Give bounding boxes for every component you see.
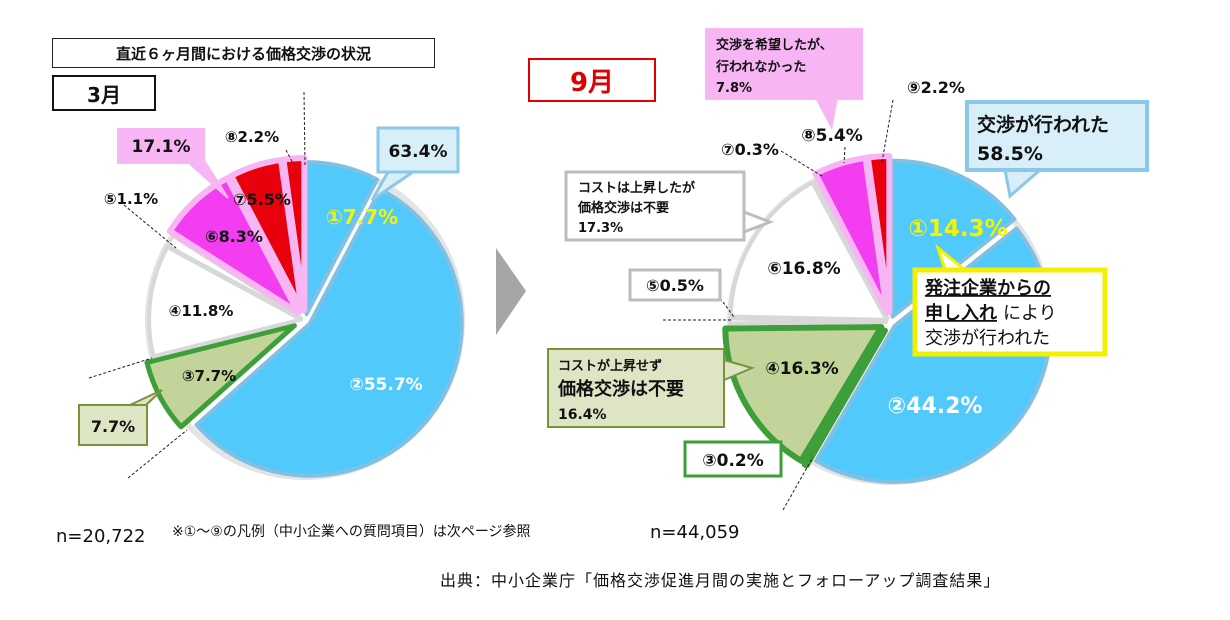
callout-text: 交渉が行われた bbox=[925, 328, 1050, 349]
callout-text: 発注企業からの bbox=[924, 277, 1051, 299]
pie-march-label-4: ④11.8% bbox=[169, 302, 234, 320]
legend-note: ※①～⑨の凡例（中小企業への質問項目）は次ページ参照 bbox=[172, 524, 531, 540]
callout-march-not-needed: 7.7% bbox=[78, 389, 163, 446]
pie-september-label-3: ③0.2% bbox=[702, 451, 764, 471]
callout-box bbox=[965, 100, 1149, 172]
pie-september-label-2: ②44.2% bbox=[888, 394, 983, 419]
callout-september-cost-up: コストは上昇したが 価格交渉は不要 17.3% bbox=[564, 170, 775, 242]
pie-march-slice-2 bbox=[194, 187, 464, 478]
transition-arrow bbox=[496, 248, 526, 335]
pie-march-label-7: ⑦5.5% bbox=[233, 190, 291, 209]
callout-text: 価格交渉は不要 bbox=[557, 378, 684, 400]
callout-box bbox=[705, 28, 863, 100]
september-label: 9月 bbox=[528, 58, 656, 102]
leader-line bbox=[303, 91, 306, 166]
sample-size-september: n=44,059 bbox=[650, 522, 740, 543]
callout-pointer bbox=[129, 389, 163, 406]
september-leader-lines bbox=[663, 99, 894, 511]
callout-box bbox=[376, 126, 460, 174]
callout-box bbox=[564, 170, 746, 242]
callout-september-negotiated: 交渉が行われた 58.5% bbox=[965, 100, 1149, 199]
callout-text: 交渉が行われた bbox=[977, 113, 1109, 136]
callout-text: 交渉を希望したが、 bbox=[716, 37, 833, 53]
callout-pointer bbox=[1003, 168, 1045, 199]
leader-line bbox=[123, 204, 177, 249]
pie-september-label-box-5 bbox=[628, 268, 722, 302]
callout-text: 58.5% bbox=[977, 143, 1043, 165]
pie-march-slice-8 bbox=[280, 155, 308, 314]
callout-text: 7.8% bbox=[716, 81, 752, 96]
pie-september-label-7: ⑦0.3% bbox=[721, 140, 779, 159]
leader-line bbox=[88, 357, 153, 379]
callout-september-wanted: 交渉を希望したが、 行われなかった 7.8% bbox=[705, 28, 863, 130]
callout-box bbox=[117, 128, 205, 164]
pie-march-label-1: ①7.7% bbox=[326, 205, 398, 229]
pie-march-slice-3 bbox=[144, 323, 297, 430]
callout-march-not-requested: 17.1% bbox=[117, 128, 229, 199]
pie-september-slice-4 bbox=[722, 323, 885, 464]
march-leader-lines bbox=[88, 91, 306, 479]
pie-september-label-9: ⑨2.2% bbox=[907, 78, 965, 97]
pie-march-label-3: ③7.7% bbox=[182, 367, 236, 385]
pie-september-label-8: ⑧5.4% bbox=[801, 126, 863, 146]
callout-text: 価格交渉は不要 bbox=[577, 200, 669, 216]
source-citation: 出典：中小企業庁「価格交渉促進月間の実施とフォローアップ調査結果」 bbox=[440, 571, 1001, 590]
pie-march-label-5: ⑤1.1% bbox=[104, 190, 158, 208]
pie-september-slice-6 bbox=[728, 180, 889, 322]
leader-line bbox=[127, 429, 188, 479]
pie-september-slice-3 bbox=[801, 327, 888, 469]
leader-line bbox=[881, 99, 894, 163]
callout-text: 17.1% bbox=[132, 137, 191, 157]
march-label: 3月 bbox=[52, 75, 156, 111]
leader-line bbox=[843, 146, 846, 164]
callout-text: コストは上昇したが bbox=[578, 180, 695, 196]
callout-text: 申し入れ bbox=[925, 302, 997, 324]
leader-line bbox=[780, 150, 823, 177]
callout-text: 7.7% bbox=[91, 417, 135, 436]
pie-september-label-6: ⑥16.8% bbox=[767, 259, 840, 279]
callout-text: 16.4% bbox=[558, 407, 607, 423]
pie-march-slice-6 bbox=[166, 175, 302, 316]
pie-september-label-1: ①14.3% bbox=[908, 216, 1007, 242]
callout-text: 行われなかった bbox=[715, 59, 806, 75]
pie-september-slice-5 bbox=[728, 316, 888, 326]
pie-september-label-5: ⑤0.5% bbox=[646, 276, 704, 295]
pie-march-label-6: ⑥8.3% bbox=[205, 227, 263, 246]
pie-september-label-box-3 bbox=[683, 440, 783, 478]
sample-size-march: n=20,722 bbox=[56, 526, 146, 547]
callout-box bbox=[912, 267, 1108, 357]
callout-september-buyer: 発注企業からの 申し入れ により 交渉が行われた bbox=[912, 243, 1108, 357]
callout-text: コストが上昇せず bbox=[558, 358, 662, 374]
pie-september-label-4: ④16.3% bbox=[765, 359, 838, 379]
pie-march-label-2: ②55.7% bbox=[349, 375, 422, 395]
callout-box bbox=[547, 348, 725, 428]
callout-text: 17.3% bbox=[578, 221, 623, 236]
callout-march-negotiated: 63.4% bbox=[370, 126, 460, 202]
callout-box bbox=[78, 404, 148, 446]
leader-line bbox=[285, 149, 295, 166]
pie-march-slice-4 bbox=[147, 245, 304, 359]
leader-line bbox=[782, 456, 814, 511]
pie-september-slice-9 bbox=[864, 153, 893, 316]
callout-text: 63.4% bbox=[389, 142, 448, 162]
callout-text: により bbox=[1003, 303, 1057, 324]
callout-september-cost-flat: コストが上昇せず 価格交渉は不要 16.4% bbox=[547, 348, 755, 428]
leader-line bbox=[719, 297, 735, 318]
pie-march-label-8: ⑧2.2% bbox=[225, 128, 279, 146]
page-title: 直近６ヶ月間における価格交渉の状況 bbox=[52, 38, 435, 68]
callout-pointer bbox=[815, 98, 838, 130]
